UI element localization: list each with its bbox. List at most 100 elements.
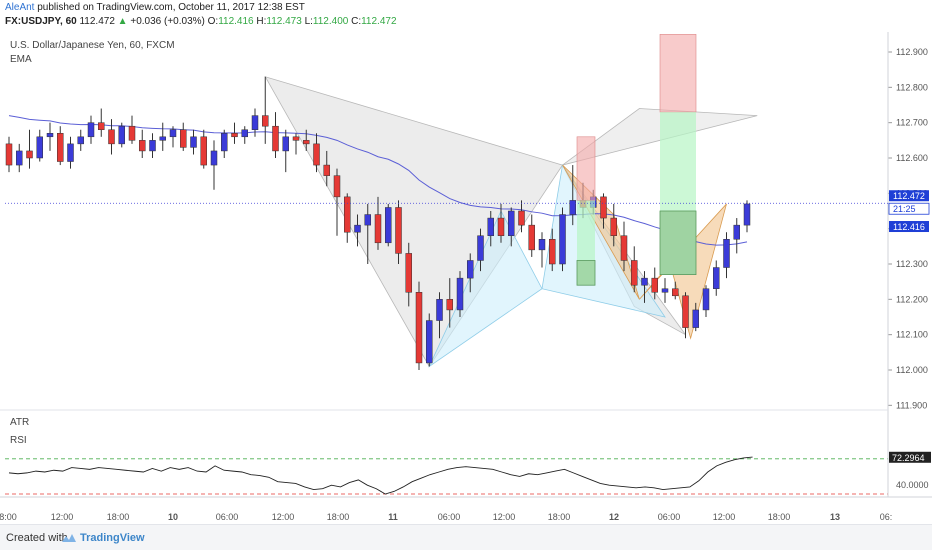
candle-body — [303, 140, 310, 145]
author-link[interactable]: AleAnt — [5, 2, 35, 13]
price-tick-label: 112.900 — [896, 47, 928, 57]
candle-body — [241, 129, 248, 138]
candle-body — [77, 136, 84, 145]
candle — [528, 214, 535, 257]
candle-body — [395, 207, 402, 254]
abcd-pattern-left — [428, 210, 543, 368]
time-tick-label: 12:00 — [272, 512, 295, 522]
candle — [549, 228, 556, 272]
rsi-tick-label: 40.0000 — [896, 480, 929, 490]
candle-body — [221, 133, 228, 152]
candle — [190, 129, 197, 155]
candle-body — [723, 239, 730, 268]
rsi-line — [8, 456, 753, 495]
candle-body — [251, 115, 259, 130]
candle-body — [518, 210, 525, 226]
time-tick-label: 13 — [830, 512, 840, 522]
candle-body — [149, 140, 156, 152]
candle-body — [210, 150, 218, 166]
candle — [518, 200, 525, 233]
candle — [631, 246, 638, 293]
time-tick-label: 8:00 — [0, 512, 17, 522]
low-label: L: — [304, 16, 313, 27]
candle — [682, 292, 689, 339]
candle — [16, 143, 23, 173]
candle — [67, 136, 74, 169]
time-tick-label: 12 — [609, 512, 619, 522]
candle-body — [231, 133, 238, 138]
candle-body — [651, 277, 658, 293]
risk-reward-tools — [576, 34, 697, 286]
bat-pattern-bcd-outer — [562, 108, 758, 166]
countdown-label: 21:25 — [893, 204, 916, 214]
candle-body — [262, 115, 269, 127]
candle — [641, 271, 648, 303]
candle-body — [672, 288, 679, 297]
rsi-label: RSI — [10, 435, 27, 446]
candle-body — [702, 288, 710, 311]
price-chart[interactable]: U.S. Dollar/Japanese Yen, 60, FXCM EMA 1… — [0, 32, 932, 524]
time-tick-label: 06: — [880, 512, 893, 522]
candle-body — [46, 133, 54, 138]
candle — [128, 115, 136, 144]
tradingview-logo-text[interactable]: TradingView — [80, 532, 145, 544]
candle-body — [426, 320, 433, 364]
low-value: 112.400 — [312, 16, 349, 27]
rsi-current-box — [889, 451, 931, 463]
candle — [98, 108, 105, 137]
long-stop-zone — [659, 34, 697, 113]
candle-body — [67, 143, 74, 162]
candle — [446, 278, 453, 328]
ema-label: EMA — [10, 54, 32, 65]
candle-body — [508, 210, 515, 236]
candle — [672, 281, 679, 300]
publish-line: AleAnt published on TradingView.com, Oct… — [5, 2, 305, 13]
candle — [5, 136, 13, 173]
candle — [262, 76, 269, 144]
symbol-label[interactable]: FX:USDJPY, 60 — [5, 16, 77, 27]
candle — [139, 129, 146, 158]
chart-title-group: U.S. Dollar/Japanese Yen, 60, FXCM EMA — [10, 40, 175, 65]
candle — [702, 285, 710, 317]
candle — [487, 211, 494, 247]
candle-body — [323, 164, 330, 176]
candle-body — [385, 207, 392, 244]
candle — [210, 140, 218, 190]
high-label: H: — [256, 16, 267, 27]
candle-body — [128, 125, 136, 141]
bat-pattern-xab — [264, 76, 564, 368]
candle — [272, 112, 279, 158]
candle-body — [98, 122, 105, 130]
candle-body — [569, 200, 576, 215]
price-tick-label: 112.600 — [896, 153, 928, 163]
short-entry-zone — [576, 260, 596, 286]
candle-body — [354, 224, 361, 233]
close-value: 112.472 — [361, 16, 397, 27]
price-tick-label: 112.000 — [896, 365, 928, 375]
candle — [415, 281, 423, 370]
candle — [364, 203, 371, 264]
candle-body — [292, 136, 300, 141]
long-entry-zone — [659, 210, 697, 275]
price-axis[interactable]: 112.900112.800112.700112.600112.500112.4… — [888, 47, 930, 410]
time-axis[interactable]: 8:00 12:00 18:00 10 06:00 12:00 18:00 11 06:00 12… — [0, 512, 892, 522]
time-tick-label: 18:00 — [107, 512, 130, 522]
price-tick-label: 111.900 — [896, 400, 927, 410]
candle — [651, 267, 658, 300]
candle-body — [16, 150, 23, 166]
candle — [508, 207, 515, 247]
candles — [5, 76, 751, 370]
candle-body — [108, 129, 115, 145]
chart-title: U.S. Dollar/Japanese Yen, 60, FXCM — [10, 40, 175, 51]
candle — [344, 193, 351, 243]
candle-body — [467, 260, 474, 279]
candle — [610, 203, 617, 247]
last-price: 112.472 — [79, 16, 115, 27]
candle-body — [282, 136, 289, 152]
close-label: C: — [351, 16, 362, 27]
candle-body — [477, 235, 484, 261]
candle-body — [692, 309, 699, 328]
candle — [477, 228, 484, 272]
candle — [108, 119, 115, 155]
